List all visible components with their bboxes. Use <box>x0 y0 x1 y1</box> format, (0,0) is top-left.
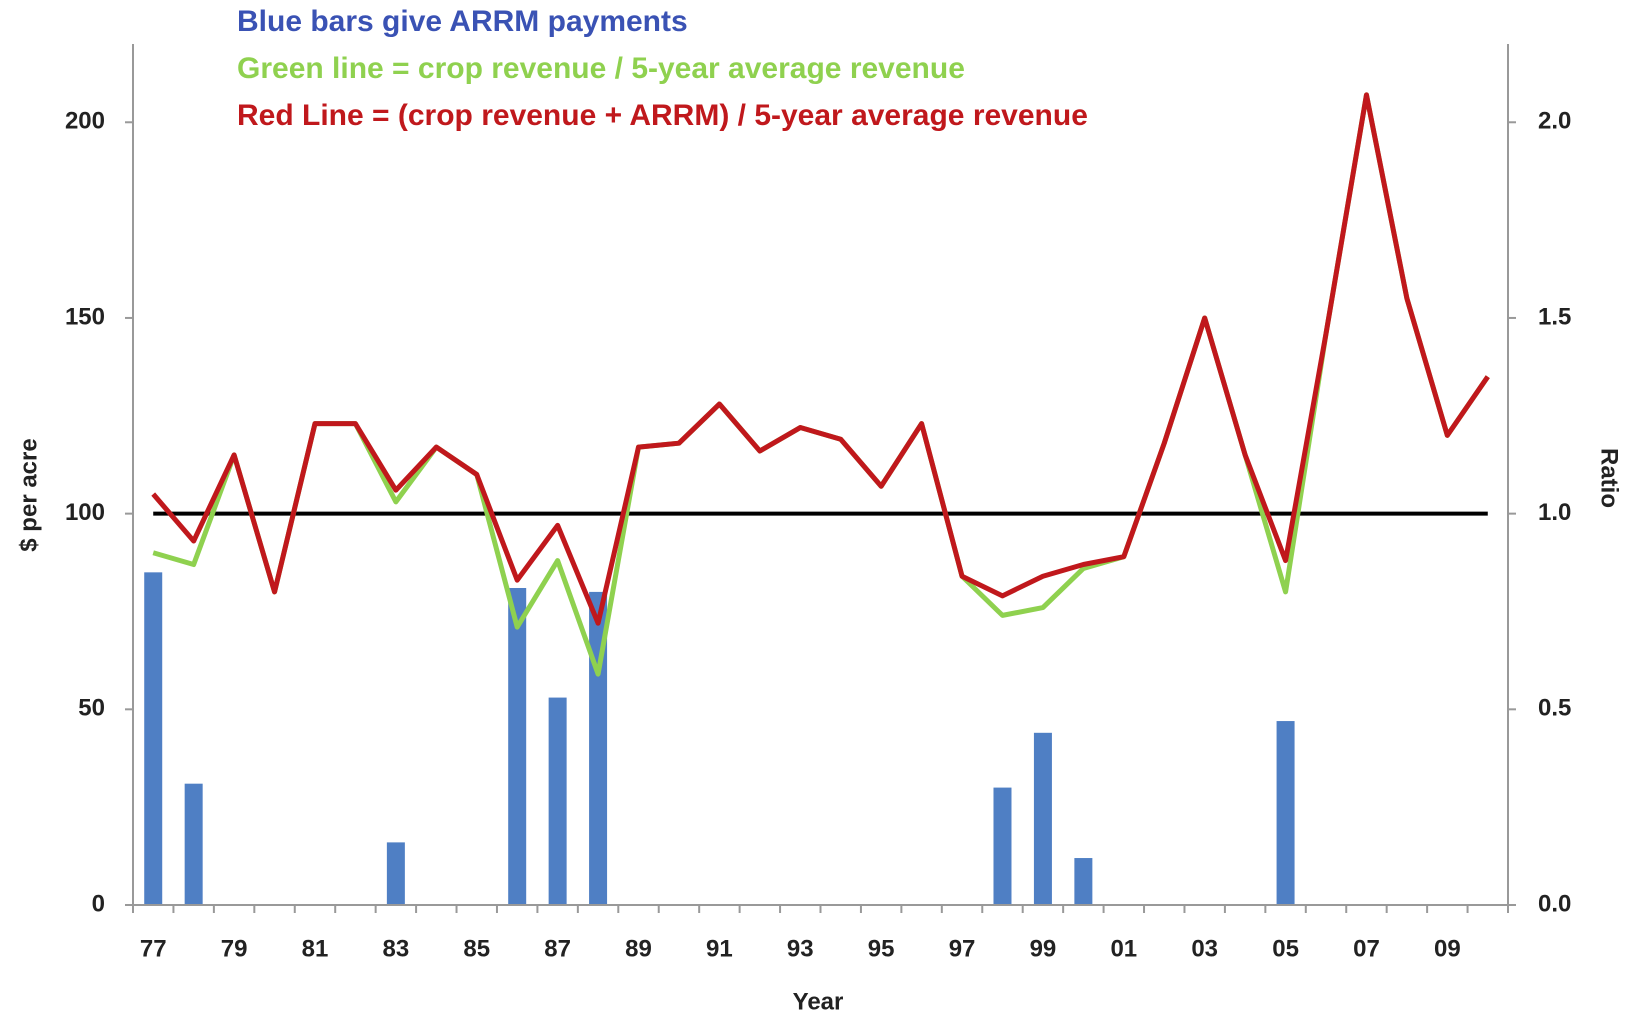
y-tick-label: 50 <box>78 695 105 722</box>
bar <box>589 591 608 905</box>
y-tick-label: 0 <box>92 890 105 917</box>
y-axis-label: $ per acre <box>15 438 42 551</box>
x-tick-label: 85 <box>463 935 490 962</box>
y-tick-label: 150 <box>65 303 105 330</box>
annotation: Red Line = (crop revenue + ARRM) / 5-yea… <box>237 99 1088 132</box>
x-tick-label: 01 <box>1110 935 1137 962</box>
y-tick-label: 200 <box>65 108 105 135</box>
bar <box>184 783 203 905</box>
bar <box>548 697 567 905</box>
x-tick-label: 91 <box>706 935 733 962</box>
x-tick-label: 87 <box>544 935 571 962</box>
x-tick-label: 97 <box>949 935 976 962</box>
bar <box>508 587 527 905</box>
y2-tick-label: 0.0 <box>1538 890 1571 917</box>
bar <box>993 787 1012 905</box>
x-tick-label: 83 <box>383 935 410 962</box>
y2-tick-label: 0.5 <box>1538 695 1571 722</box>
x-axis-label: Year <box>793 988 844 1015</box>
y2-axis-label: Ratio <box>1596 448 1623 508</box>
x-tick-label: 95 <box>868 935 895 962</box>
y2-tick-label: 2.0 <box>1538 108 1571 135</box>
x-tick-label: 93 <box>787 935 814 962</box>
x-tick-label: 03 <box>1191 935 1218 962</box>
x-tick-label: 05 <box>1272 935 1299 962</box>
x-tick-label: 07 <box>1353 935 1380 962</box>
line <box>151 92 1490 626</box>
y2-tick-label: 1.5 <box>1538 303 1571 330</box>
bar <box>1276 721 1295 905</box>
bar <box>1033 732 1052 905</box>
x-tick-label: 81 <box>302 935 329 962</box>
annotation: Blue bars give ARRM payments <box>237 5 688 38</box>
bar <box>144 572 163 905</box>
x-tick-label: 89 <box>625 935 652 962</box>
line <box>152 92 1490 677</box>
annotation: Green line = crop revenue / 5-year avera… <box>237 52 965 85</box>
bar <box>386 842 405 905</box>
bar <box>1074 858 1093 905</box>
x-tick-label: 79 <box>221 935 248 962</box>
y2-tick-label: 1.0 <box>1538 499 1571 526</box>
x-tick-label: 99 <box>1030 935 1057 962</box>
y-tick-label: 100 <box>65 499 105 526</box>
x-tick-label: 77 <box>140 935 167 962</box>
x-tick-label: 09 <box>1434 935 1461 962</box>
